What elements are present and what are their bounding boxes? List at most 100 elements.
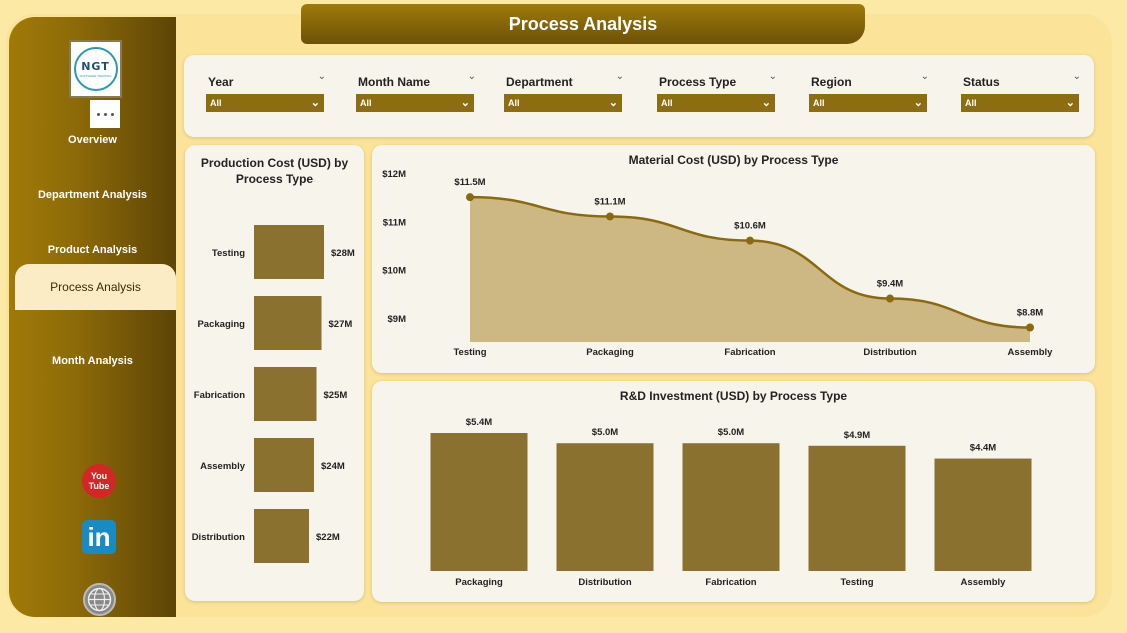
x-tick-label: Packaging: [455, 577, 503, 588]
logo-subtext: SOFTWARE TRAINING: [79, 74, 112, 78]
data-label: $11.1M: [594, 196, 625, 207]
x-tick-label: Distribution: [863, 347, 916, 358]
data-point: [466, 193, 474, 202]
area-fill: [470, 197, 1030, 342]
x-tick-label: Testing: [840, 577, 873, 588]
x-tick-label: Assembly: [961, 577, 1007, 588]
globe-icon: [87, 587, 112, 612]
chevron-down-icon[interactable]: ⌄: [1072, 71, 1081, 82]
data-label: $10.6M: [734, 221, 766, 232]
logo-text: NGT: [81, 60, 110, 73]
material-cost-chart-card: Material Cost (USD) by Process Type $12M…: [372, 145, 1095, 373]
data-point: [746, 236, 754, 245]
sidebar: NGT SOFTWARE TRAINING Overview Departmen…: [9, 17, 176, 617]
filter-region: Region ⌄ All ⌄: [809, 71, 929, 112]
filter-month-name: Month Name ⌄ All ⌄: [356, 71, 476, 112]
data-point: [1026, 323, 1034, 332]
chevron-down-icon[interactable]: ⌄: [615, 71, 624, 82]
process-type-dropdown[interactable]: All ⌄: [657, 94, 775, 112]
chart-title: R&D Investment (USD) by Process Type: [619, 389, 848, 403]
bar: [254, 438, 314, 492]
rd-investment-chart-card: R&D Investment (USD) by Process Type $5.…: [372, 381, 1095, 602]
x-tick-label: Distribution: [578, 577, 631, 588]
logo-badge: NGT SOFTWARE TRAINING: [73, 47, 118, 91]
data-label: $27M: [329, 319, 353, 330]
production-cost-chart-card: Production Cost (USD) by Process Type Te…: [185, 145, 364, 601]
filter-label: Status: [963, 75, 1000, 89]
bar: [430, 433, 528, 571]
material-cost-chart: $12M $11M $10M $9M $11.5M Testing $11.1M Packag…: [382, 169, 1053, 358]
filter-panel: Year ⌄ All ⌄ Month Name ⌄ All ⌄ Departme…: [184, 55, 1094, 137]
year-dropdown[interactable]: All ⌄: [206, 94, 324, 112]
chevron-down-icon: ⌄: [460, 97, 470, 109]
y-tick-label: $12M: [382, 169, 406, 180]
data-point: [606, 212, 614, 221]
linkedin-label: in: [87, 522, 111, 552]
website-icon[interactable]: [83, 583, 116, 616]
filter-label: Month Name: [358, 75, 430, 89]
youtube-label: You Tube: [88, 471, 110, 491]
more-options-icon[interactable]: [90, 100, 120, 128]
x-tick-label: Testing: [453, 347, 486, 358]
status-dropdown[interactable]: All ⌄: [961, 94, 1079, 112]
y-tick-label: $9M: [388, 314, 407, 325]
rd-investment-chart: $5.4M Packaging $5.0M Distribution $5.0M Fabr…: [430, 417, 1032, 588]
dropdown-value: All: [965, 98, 977, 108]
bar: [254, 225, 324, 279]
chart-title: Material Cost (USD) by Process Type: [628, 153, 839, 167]
youtube-icon[interactable]: You Tube: [82, 464, 116, 498]
bar: [254, 509, 309, 563]
data-point: [886, 294, 894, 303]
dropdown-value: All: [360, 98, 372, 108]
filter-label: Process Type: [659, 75, 737, 89]
bar: [254, 296, 322, 350]
data-label: $24M: [321, 461, 345, 472]
chart-title: Production Cost (USD) by Process Type: [200, 156, 349, 186]
filter-label: Year: [208, 75, 234, 89]
filter-year: Year ⌄ All ⌄: [206, 71, 326, 112]
dropdown-value: All: [813, 98, 825, 108]
chevron-down-icon[interactable]: ⌄: [920, 71, 929, 82]
sidebar-item-overview[interactable]: Overview: [68, 134, 117, 146]
bar: [934, 458, 1032, 571]
region-dropdown[interactable]: All ⌄: [809, 94, 927, 112]
x-tick-label: Fabrication: [724, 347, 775, 358]
month-name-dropdown[interactable]: All ⌄: [356, 94, 474, 112]
bar: [808, 445, 906, 571]
data-label: $5.0M: [592, 427, 618, 438]
data-label: $8.8M: [1017, 308, 1043, 319]
chevron-down-icon: ⌄: [913, 97, 923, 109]
data-label: $4.4M: [970, 443, 996, 454]
filter-label: Region: [811, 75, 852, 89]
sidebar-item-process-analysis[interactable]: Process Analysis: [15, 264, 176, 310]
filter-label: Department: [506, 75, 573, 89]
category-label: Testing: [212, 248, 245, 259]
chevron-down-icon[interactable]: ⌄: [768, 71, 777, 82]
sidebar-item-product-analysis[interactable]: Product Analysis: [47, 244, 138, 256]
data-label: $22M: [316, 532, 340, 543]
bar: [682, 443, 780, 571]
category-label: Assembly: [200, 461, 246, 472]
production-cost-chart: Testing $28M Packaging $27M Fabrication $25M A…: [192, 225, 355, 563]
data-label: $4.9M: [844, 430, 870, 441]
filter-process-type: Process Type ⌄ All ⌄: [657, 71, 777, 112]
data-label: $28M: [331, 248, 355, 259]
data-label: $11.5M: [454, 177, 485, 188]
category-label: Packaging: [197, 319, 245, 330]
linkedin-icon[interactable]: in: [82, 520, 116, 554]
chevron-down-icon[interactable]: ⌄: [317, 71, 326, 82]
dropdown-value: All: [508, 98, 520, 108]
y-tick-label: $11M: [383, 217, 406, 228]
category-label: Distribution: [192, 532, 245, 543]
sidebar-item-month-analysis[interactable]: Month Analysis: [52, 355, 133, 367]
dropdown-value: All: [210, 98, 222, 108]
x-tick-label: Fabrication: [705, 577, 756, 588]
chevron-down-icon: ⌄: [608, 97, 618, 109]
department-dropdown[interactable]: All ⌄: [504, 94, 622, 112]
chevron-down-icon[interactable]: ⌄: [467, 71, 476, 82]
sidebar-item-department-analysis[interactable]: Department Analysis: [37, 189, 148, 201]
data-label: $5.0M: [718, 427, 744, 438]
filter-status: Status ⌄ All ⌄: [961, 71, 1081, 112]
x-tick-label: Packaging: [586, 347, 634, 358]
